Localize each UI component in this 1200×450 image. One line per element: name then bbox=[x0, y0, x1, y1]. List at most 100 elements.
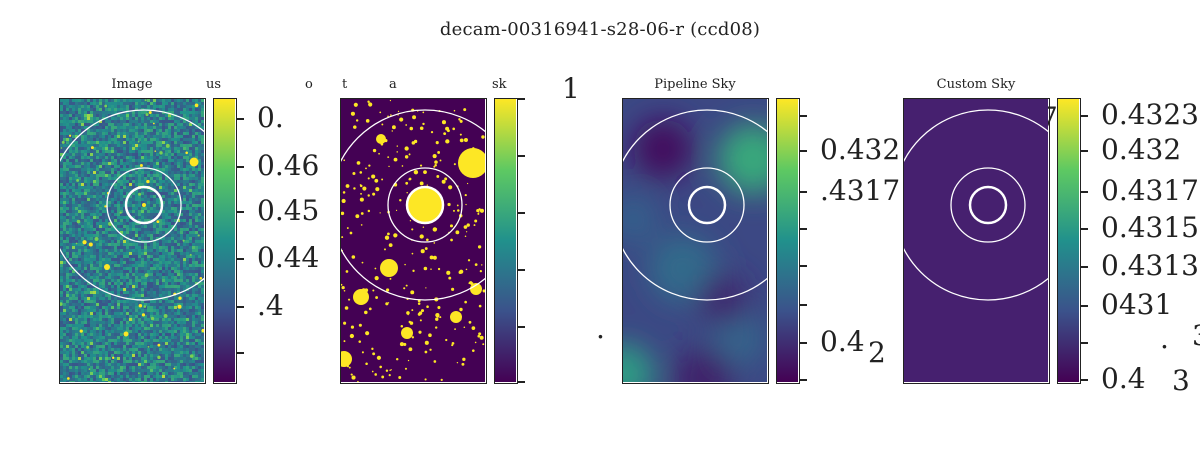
star bbox=[178, 296, 182, 300]
mask-dot bbox=[362, 186, 367, 191]
mask-dot bbox=[384, 248, 386, 251]
mask-dot bbox=[451, 344, 454, 347]
mask-dot bbox=[424, 340, 429, 345]
mask-dot bbox=[343, 289, 346, 292]
star bbox=[143, 305, 147, 308]
colorbar-tick bbox=[800, 342, 807, 344]
mask-dot bbox=[420, 249, 425, 254]
mask-dot bbox=[347, 298, 351, 301]
star bbox=[90, 146, 94, 150]
mask-dot bbox=[437, 306, 441, 310]
star bbox=[157, 355, 161, 360]
mask-dot bbox=[396, 151, 398, 153]
colorbar-fill bbox=[777, 99, 798, 382]
mask-dot bbox=[395, 357, 399, 361]
pipeline-sky-panel bbox=[622, 98, 769, 384]
colorbar-tick-label: 0.4323 bbox=[1101, 98, 1199, 131]
mask-dot bbox=[440, 378, 443, 382]
star bbox=[146, 179, 150, 184]
colorbar-tick-label: 0.4317 bbox=[1101, 174, 1199, 207]
colorbar-tick bbox=[237, 352, 244, 354]
mask-dot bbox=[446, 270, 451, 275]
colorbar-tick bbox=[518, 212, 525, 214]
mask-dot bbox=[471, 349, 475, 352]
star bbox=[144, 273, 149, 278]
mask-dot bbox=[465, 268, 468, 271]
mask-dot bbox=[412, 269, 415, 272]
colorbar-tick bbox=[1081, 150, 1088, 152]
colorbar-tick bbox=[800, 228, 807, 230]
star bbox=[141, 313, 146, 317]
mask-dot bbox=[426, 184, 429, 186]
star bbox=[194, 103, 199, 108]
mask-dot bbox=[464, 193, 467, 197]
mask-dot bbox=[474, 219, 478, 223]
star bbox=[104, 264, 110, 270]
mask-dot bbox=[375, 187, 380, 192]
mask-dot bbox=[342, 191, 346, 194]
mask-dot bbox=[466, 182, 469, 185]
mask-dot bbox=[432, 154, 437, 159]
mask-dot bbox=[403, 287, 406, 290]
mask-dot bbox=[374, 267, 377, 270]
mask-dot bbox=[365, 331, 370, 336]
mask-dot bbox=[417, 302, 421, 305]
star bbox=[86, 345, 90, 349]
stray-label: a bbox=[389, 77, 397, 92]
stray-label: o bbox=[305, 77, 313, 92]
mask-dot bbox=[437, 151, 441, 154]
star bbox=[185, 151, 188, 155]
mask-dot bbox=[458, 118, 461, 121]
mask-dot bbox=[375, 296, 379, 299]
mask-dot bbox=[345, 270, 349, 273]
mask-dot bbox=[345, 184, 350, 188]
mask-dot bbox=[372, 352, 376, 356]
colorbar-tick bbox=[518, 155, 525, 157]
star bbox=[104, 104, 108, 108]
mask-dot bbox=[390, 114, 392, 116]
star bbox=[148, 110, 152, 114]
mask-dot bbox=[411, 309, 414, 312]
mask-dot bbox=[437, 267, 441, 271]
mask-dot bbox=[429, 348, 432, 351]
panel-title-custom-sky: Custom Sky bbox=[936, 77, 1016, 92]
mask-dot bbox=[445, 338, 448, 342]
mask-dot bbox=[433, 165, 436, 168]
custom-sky-panel bbox=[903, 98, 1050, 384]
colorbar-tick bbox=[800, 115, 807, 117]
mask-dot bbox=[399, 199, 402, 202]
mask-dot bbox=[430, 268, 432, 270]
mask-dot bbox=[401, 165, 404, 167]
mask-dot bbox=[423, 170, 427, 174]
mask-dot bbox=[478, 332, 482, 336]
mask-dot bbox=[400, 325, 404, 328]
mask-dot bbox=[351, 375, 356, 380]
colorbar-tick bbox=[237, 211, 244, 213]
pipeline-sky-heatmap bbox=[623, 99, 767, 382]
masked-source bbox=[376, 134, 386, 144]
mask-dot bbox=[428, 333, 432, 338]
star bbox=[165, 143, 170, 148]
mask-dot bbox=[479, 335, 484, 340]
stray-label: 3 bbox=[1192, 319, 1200, 352]
mask-dot bbox=[467, 259, 471, 262]
mask-dot bbox=[355, 119, 359, 122]
star bbox=[177, 304, 182, 309]
mask-dot bbox=[355, 214, 360, 219]
mask-dot bbox=[349, 333, 355, 339]
mask-dot bbox=[450, 238, 453, 242]
colorbar-tick-label: 0.45 bbox=[257, 194, 320, 227]
mask-dot bbox=[367, 177, 370, 180]
panel-title-pipeline-sky: Pipeline Sky bbox=[654, 77, 736, 92]
mask-dot bbox=[419, 126, 424, 131]
mask-dot bbox=[387, 302, 390, 304]
star bbox=[139, 163, 143, 167]
mask-dot bbox=[360, 192, 362, 195]
mask-dot bbox=[341, 211, 345, 216]
colorbar-gradient bbox=[1058, 99, 1079, 382]
colorbar-tick bbox=[1081, 342, 1088, 344]
mask-dot bbox=[479, 270, 483, 273]
colorbar-tick-label: 0. bbox=[257, 101, 284, 134]
colorbar-tick bbox=[1081, 228, 1088, 230]
star bbox=[147, 345, 150, 348]
